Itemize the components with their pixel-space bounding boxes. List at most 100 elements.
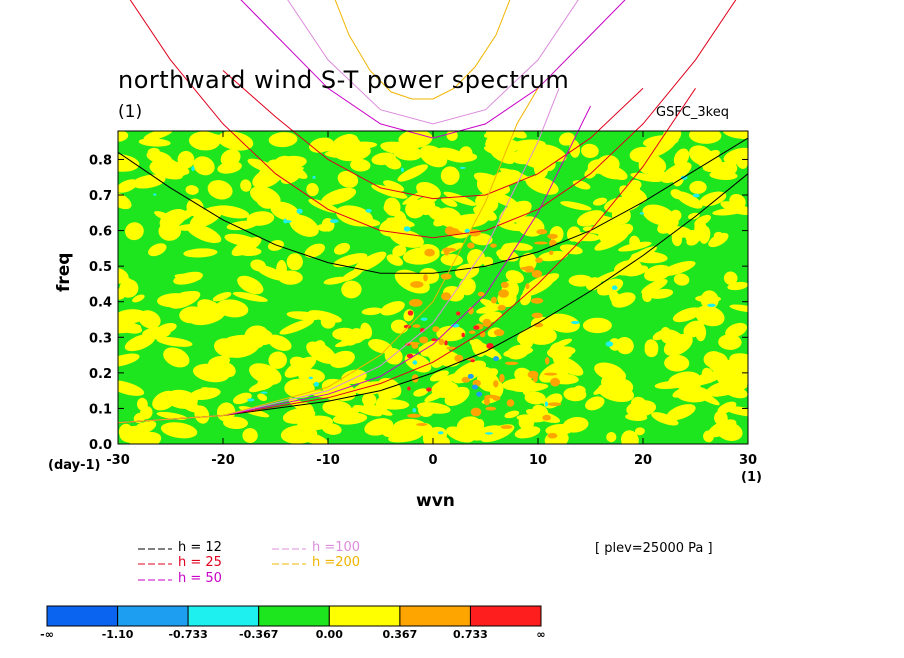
field-blob-level-0 bbox=[433, 211, 456, 227]
field-blob-level-0 bbox=[169, 291, 201, 309]
field-blob-level-0 bbox=[156, 322, 177, 335]
field-blob-level-1 bbox=[535, 257, 543, 263]
field-blob-level-0 bbox=[560, 201, 592, 211]
colorbar-label-0: -∞ bbox=[40, 628, 54, 641]
field-blob-level-0 bbox=[692, 307, 720, 316]
field-blob-level-0 bbox=[514, 426, 541, 439]
field-blob-level-0 bbox=[472, 418, 485, 434]
field-blob-level-0 bbox=[702, 164, 729, 173]
field-blob-level-0 bbox=[295, 430, 329, 444]
field-blob-level-1 bbox=[493, 380, 499, 388]
curve-4-rossby bbox=[287, 0, 579, 125]
x-tick-label-3: 0 bbox=[428, 453, 437, 468]
field-blob-level-neg bbox=[420, 317, 428, 321]
field-blob-level-neg bbox=[153, 193, 157, 196]
field-blob-level-neg bbox=[260, 391, 268, 394]
field-blob-level-neg bbox=[707, 303, 716, 307]
field-blob-level-0 bbox=[473, 172, 509, 190]
field-blob-level-0 bbox=[284, 356, 317, 378]
colorbar-label-7: ∞ bbox=[536, 628, 546, 641]
field-blob-level-1 bbox=[544, 372, 558, 376]
y-tick-label-5: 0.5 bbox=[89, 260, 112, 275]
field-blob-level-0 bbox=[118, 353, 140, 367]
field-blob-level-0 bbox=[118, 179, 138, 193]
field-blob-level-0 bbox=[118, 380, 145, 396]
field-blob-level-0 bbox=[404, 353, 432, 373]
field-blob-level-1 bbox=[444, 226, 455, 236]
field-blob-level-0 bbox=[539, 360, 574, 383]
field-blob-level-neg bbox=[639, 212, 645, 215]
field-blob-level-0 bbox=[393, 145, 423, 161]
field-blob-level-0 bbox=[419, 145, 448, 168]
field-blob-level-neg bbox=[191, 166, 195, 172]
colorbar-swatch-5 bbox=[399, 605, 471, 627]
x-axis-label: wvn bbox=[416, 491, 455, 511]
colorbar-label-2: -0.733 bbox=[168, 628, 208, 641]
field-blob-level-0 bbox=[124, 333, 156, 352]
field-blob-level-neg bbox=[312, 175, 316, 179]
field-blob-level-0 bbox=[174, 273, 202, 281]
field-blob-level-0 bbox=[524, 391, 546, 405]
field-blob-level-0 bbox=[208, 355, 231, 368]
legend-label-2: h = 25 bbox=[178, 555, 222, 570]
field-blob-level-0 bbox=[118, 192, 132, 210]
field-blob-level-2 bbox=[456, 311, 461, 316]
field-blob-level-0 bbox=[723, 271, 738, 285]
y-tick-label-3: 0.3 bbox=[89, 331, 112, 346]
field-blob-level-1 bbox=[547, 233, 558, 239]
field-blob-level-0 bbox=[250, 259, 267, 272]
field-blob-level-neg2 bbox=[467, 373, 474, 379]
field-blob-level-1 bbox=[468, 306, 474, 315]
field-blob-level-neg2 bbox=[493, 356, 499, 362]
field-blob-level-1 bbox=[419, 336, 429, 344]
colorbar-label-6: 0.733 bbox=[453, 628, 488, 641]
field-blob-level-neg2 bbox=[476, 391, 483, 397]
field-blob-level-0 bbox=[143, 131, 173, 141]
field-blob-level-0 bbox=[333, 242, 351, 255]
field-blob-level-0 bbox=[574, 385, 586, 394]
field-blob-level-0 bbox=[386, 254, 403, 266]
field-blob-level-0 bbox=[473, 206, 497, 221]
field-blob-level-neg bbox=[412, 360, 418, 365]
chart-title: northward wind S-T power spectrum bbox=[118, 66, 570, 94]
field-blob-level-0 bbox=[644, 339, 659, 356]
field-blob-level-0 bbox=[440, 253, 463, 266]
field-blob-level-0 bbox=[538, 144, 567, 162]
field-blob-level-1 bbox=[446, 346, 457, 350]
field-blob-level-1 bbox=[500, 425, 513, 429]
field-blob-level-0 bbox=[581, 143, 599, 159]
field-blob-level-0 bbox=[148, 243, 167, 257]
field-blob-level-0 bbox=[213, 205, 250, 219]
field-blob-level-0 bbox=[156, 336, 193, 347]
field-blob-level-0 bbox=[389, 228, 424, 248]
field-blob-level-0 bbox=[660, 326, 672, 344]
field-blob-level-0 bbox=[516, 218, 534, 228]
legend-label-1: h = 12 bbox=[178, 540, 222, 555]
field-blob-level-1 bbox=[483, 396, 490, 406]
y-tick-label-6: 0.6 bbox=[89, 225, 112, 240]
field-blob-level-0 bbox=[413, 388, 429, 397]
x-tick-label-1: -20 bbox=[211, 453, 235, 468]
field-blob-level-neg bbox=[403, 226, 411, 232]
field-blob-level-0 bbox=[165, 389, 198, 409]
field-blob-level-1 bbox=[412, 324, 421, 328]
y-tick-label-2: 0.2 bbox=[89, 367, 112, 382]
field-blob-level-0 bbox=[618, 241, 652, 252]
field-blob-level-0 bbox=[341, 280, 362, 299]
field-blob-level-0 bbox=[132, 294, 145, 303]
field-blob-level-0 bbox=[118, 319, 143, 334]
field-blob-level-0 bbox=[138, 310, 161, 329]
field-blob-level-0 bbox=[336, 205, 373, 227]
field-blob-level-0 bbox=[133, 412, 146, 423]
field-blob-level-0 bbox=[188, 131, 221, 151]
field-blob-level-0 bbox=[183, 248, 218, 258]
field-blob-level-0 bbox=[163, 347, 190, 368]
field-blob-level-1 bbox=[498, 289, 509, 298]
field-blob-level-0 bbox=[244, 325, 269, 346]
field-blob-level-0 bbox=[707, 352, 729, 373]
field-blob-level-1 bbox=[490, 243, 497, 248]
field-blob-level-0 bbox=[649, 288, 674, 299]
field-blob-level-neg bbox=[400, 167, 404, 172]
field-blob-level-0 bbox=[422, 428, 442, 444]
